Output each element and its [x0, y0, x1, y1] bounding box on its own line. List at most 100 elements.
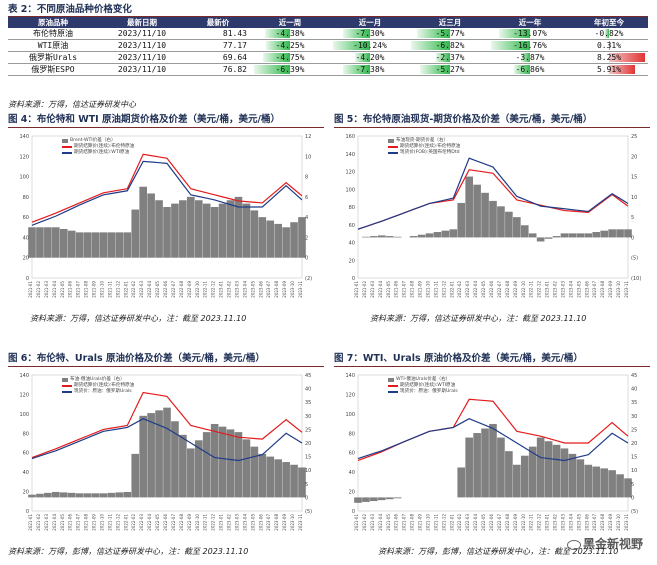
cell-value: -2.37% — [435, 53, 465, 62]
x-tick-label: 2022-01 — [123, 281, 128, 298]
x-tick-label: 2021-03 — [44, 514, 49, 531]
spread-bar — [544, 237, 553, 239]
spread-bar — [91, 493, 100, 498]
x-tick-label: 2021-09 — [92, 514, 97, 531]
x-tick-label: 2021-05 — [386, 281, 391, 298]
cell-databar — [262, 53, 290, 62]
x-tick-label: 2021-04 — [378, 514, 383, 531]
spread-bar — [147, 413, 155, 498]
chart-svg: 140120100806040200454035302520151050(5)2… — [19, 373, 312, 531]
spread-bar — [425, 233, 434, 238]
spread-bar — [568, 453, 577, 498]
legend-label: 期货结算价(连续):布伦特原油 — [400, 144, 461, 149]
plot-frame — [31, 135, 303, 279]
spread-bar — [210, 207, 219, 258]
cell-name: 俄罗斯ESPO — [8, 63, 98, 76]
spread-bar — [218, 203, 227, 258]
cell-databar — [343, 29, 370, 38]
x-tick-label: 2021-09 — [92, 281, 97, 298]
y2-tick-label: 30 — [305, 414, 311, 420]
y2-tick-label: (2) — [305, 276, 312, 282]
spread-bar — [202, 203, 211, 258]
cell-name: 俄罗斯Urals — [8, 51, 98, 64]
y2-tick-label: 20 — [631, 441, 637, 447]
legend-label: 期货结算价(连续):布伦特原油 — [74, 383, 135, 388]
x-tick-label: 2021-12 — [115, 281, 120, 298]
spread-bar — [266, 220, 275, 258]
spread-bar — [234, 432, 243, 498]
series-line-1 — [31, 160, 303, 226]
x-tick-label: 2022-09 — [187, 514, 192, 531]
y-tick-label: 20 — [349, 258, 355, 264]
y-tick-label: 40 — [349, 470, 355, 476]
cell-ytd: 8.25% — [570, 51, 648, 64]
cell-value: -6.39% — [275, 65, 305, 74]
x-tick-label: 2023-11 — [298, 514, 303, 531]
spread-bar — [187, 196, 195, 258]
spread-bar — [194, 200, 203, 258]
y2-tick-label: (5) — [631, 509, 638, 515]
cell-value: 8.25% — [596, 53, 622, 62]
spread-bar — [592, 232, 601, 238]
x-tick-label: 2023-08 — [274, 281, 279, 298]
x-tick-label: 2021-05 — [60, 281, 65, 298]
x-tick-label: 2022-12 — [537, 281, 542, 298]
x-tick-label: 2021-04 — [52, 514, 57, 531]
x-tick-label: 2021-03 — [370, 514, 375, 531]
legend-item: 现货价(FOB):英国布伦特Dtd — [388, 150, 460, 156]
x-tick-label: 2021-06 — [394, 514, 399, 531]
x-tick-label: 2021-06 — [394, 281, 399, 298]
cell-databar — [513, 65, 530, 74]
chart-legend: 布油-俄油Urals价差（右） 期货结算价(连续):布伦特原油 现货价：原油：俄罗斯… — [62, 377, 134, 395]
y2-tick-label: 10 — [631, 468, 637, 474]
x-tick-label: 2022-01 — [449, 514, 454, 531]
x-tick-label: 2023-07 — [266, 514, 271, 531]
x-tick-label: 2021-06 — [68, 514, 73, 531]
fig4-title: 图 4：布伦特和 WTI 原油期货价格及价差（美元/桶，美元/桶） — [8, 113, 324, 128]
spread-bar — [131, 209, 140, 258]
x-tick-label: 2023-09 — [282, 281, 287, 298]
cell-databar — [490, 41, 530, 50]
spread-bar — [218, 426, 227, 498]
x-tick-label: 2021-07 — [402, 514, 407, 531]
x-tick-label: 2023-09 — [608, 281, 613, 298]
x-tick-label: 2021-07 — [76, 281, 81, 298]
x-tick-label: 2023-03 — [234, 281, 239, 298]
cell-m1: -7.30% — [330, 28, 410, 40]
spread-bar — [449, 229, 458, 238]
x-tick-label: 2022-02 — [457, 514, 462, 531]
col-header-year: 近一年 — [490, 17, 570, 28]
y2-tick-label: 0 — [305, 256, 308, 262]
y-tick-label: 120 — [19, 154, 29, 160]
cell-databar — [499, 29, 530, 38]
spread-bar — [441, 230, 450, 238]
legend-item: 布油-俄油Urals价差（右） — [62, 377, 134, 383]
x-tick-label: 2022-01 — [123, 514, 128, 531]
y2-tick-label: (5) — [631, 256, 638, 262]
col-header-ytd: 年初至今 — [570, 17, 648, 28]
y-tick-label: 120 — [345, 170, 355, 176]
series-line-1 — [357, 157, 629, 230]
cell-m1: -7.38% — [330, 63, 410, 76]
cell-date: 2023/11/10 — [98, 28, 186, 40]
x-tick-label: 2021-02 — [36, 514, 41, 531]
x-tick-label: 2023-01 — [219, 514, 224, 531]
x-tick-label: 2021-10 — [425, 514, 430, 531]
x-tick-label: 2021-10 — [99, 281, 104, 298]
x-tick-label: 2021-02 — [362, 281, 367, 298]
y-tick-label: 120 — [19, 392, 29, 398]
table-row: 俄罗斯ESPO 2023/11/10 76.82 -6.39% -7.38% -5.27%… — [8, 63, 648, 76]
spread-bar — [290, 464, 298, 498]
x-tick-label: 2022-05 — [155, 281, 160, 298]
spread-bar — [36, 227, 44, 258]
y2-tick-label: 20 — [305, 441, 311, 447]
x-tick-label: 2023-03 — [234, 514, 239, 531]
spread-bar — [489, 200, 497, 238]
legend-swatch — [388, 378, 394, 382]
legend-swatch — [62, 139, 68, 143]
spread-bar — [250, 210, 259, 258]
watermark: 黑金新视野 — [566, 535, 643, 552]
table-source: 资料来源：万得，信达证券研发中心 — [8, 100, 136, 109]
x-tick-label: 2022-04 — [147, 514, 152, 531]
